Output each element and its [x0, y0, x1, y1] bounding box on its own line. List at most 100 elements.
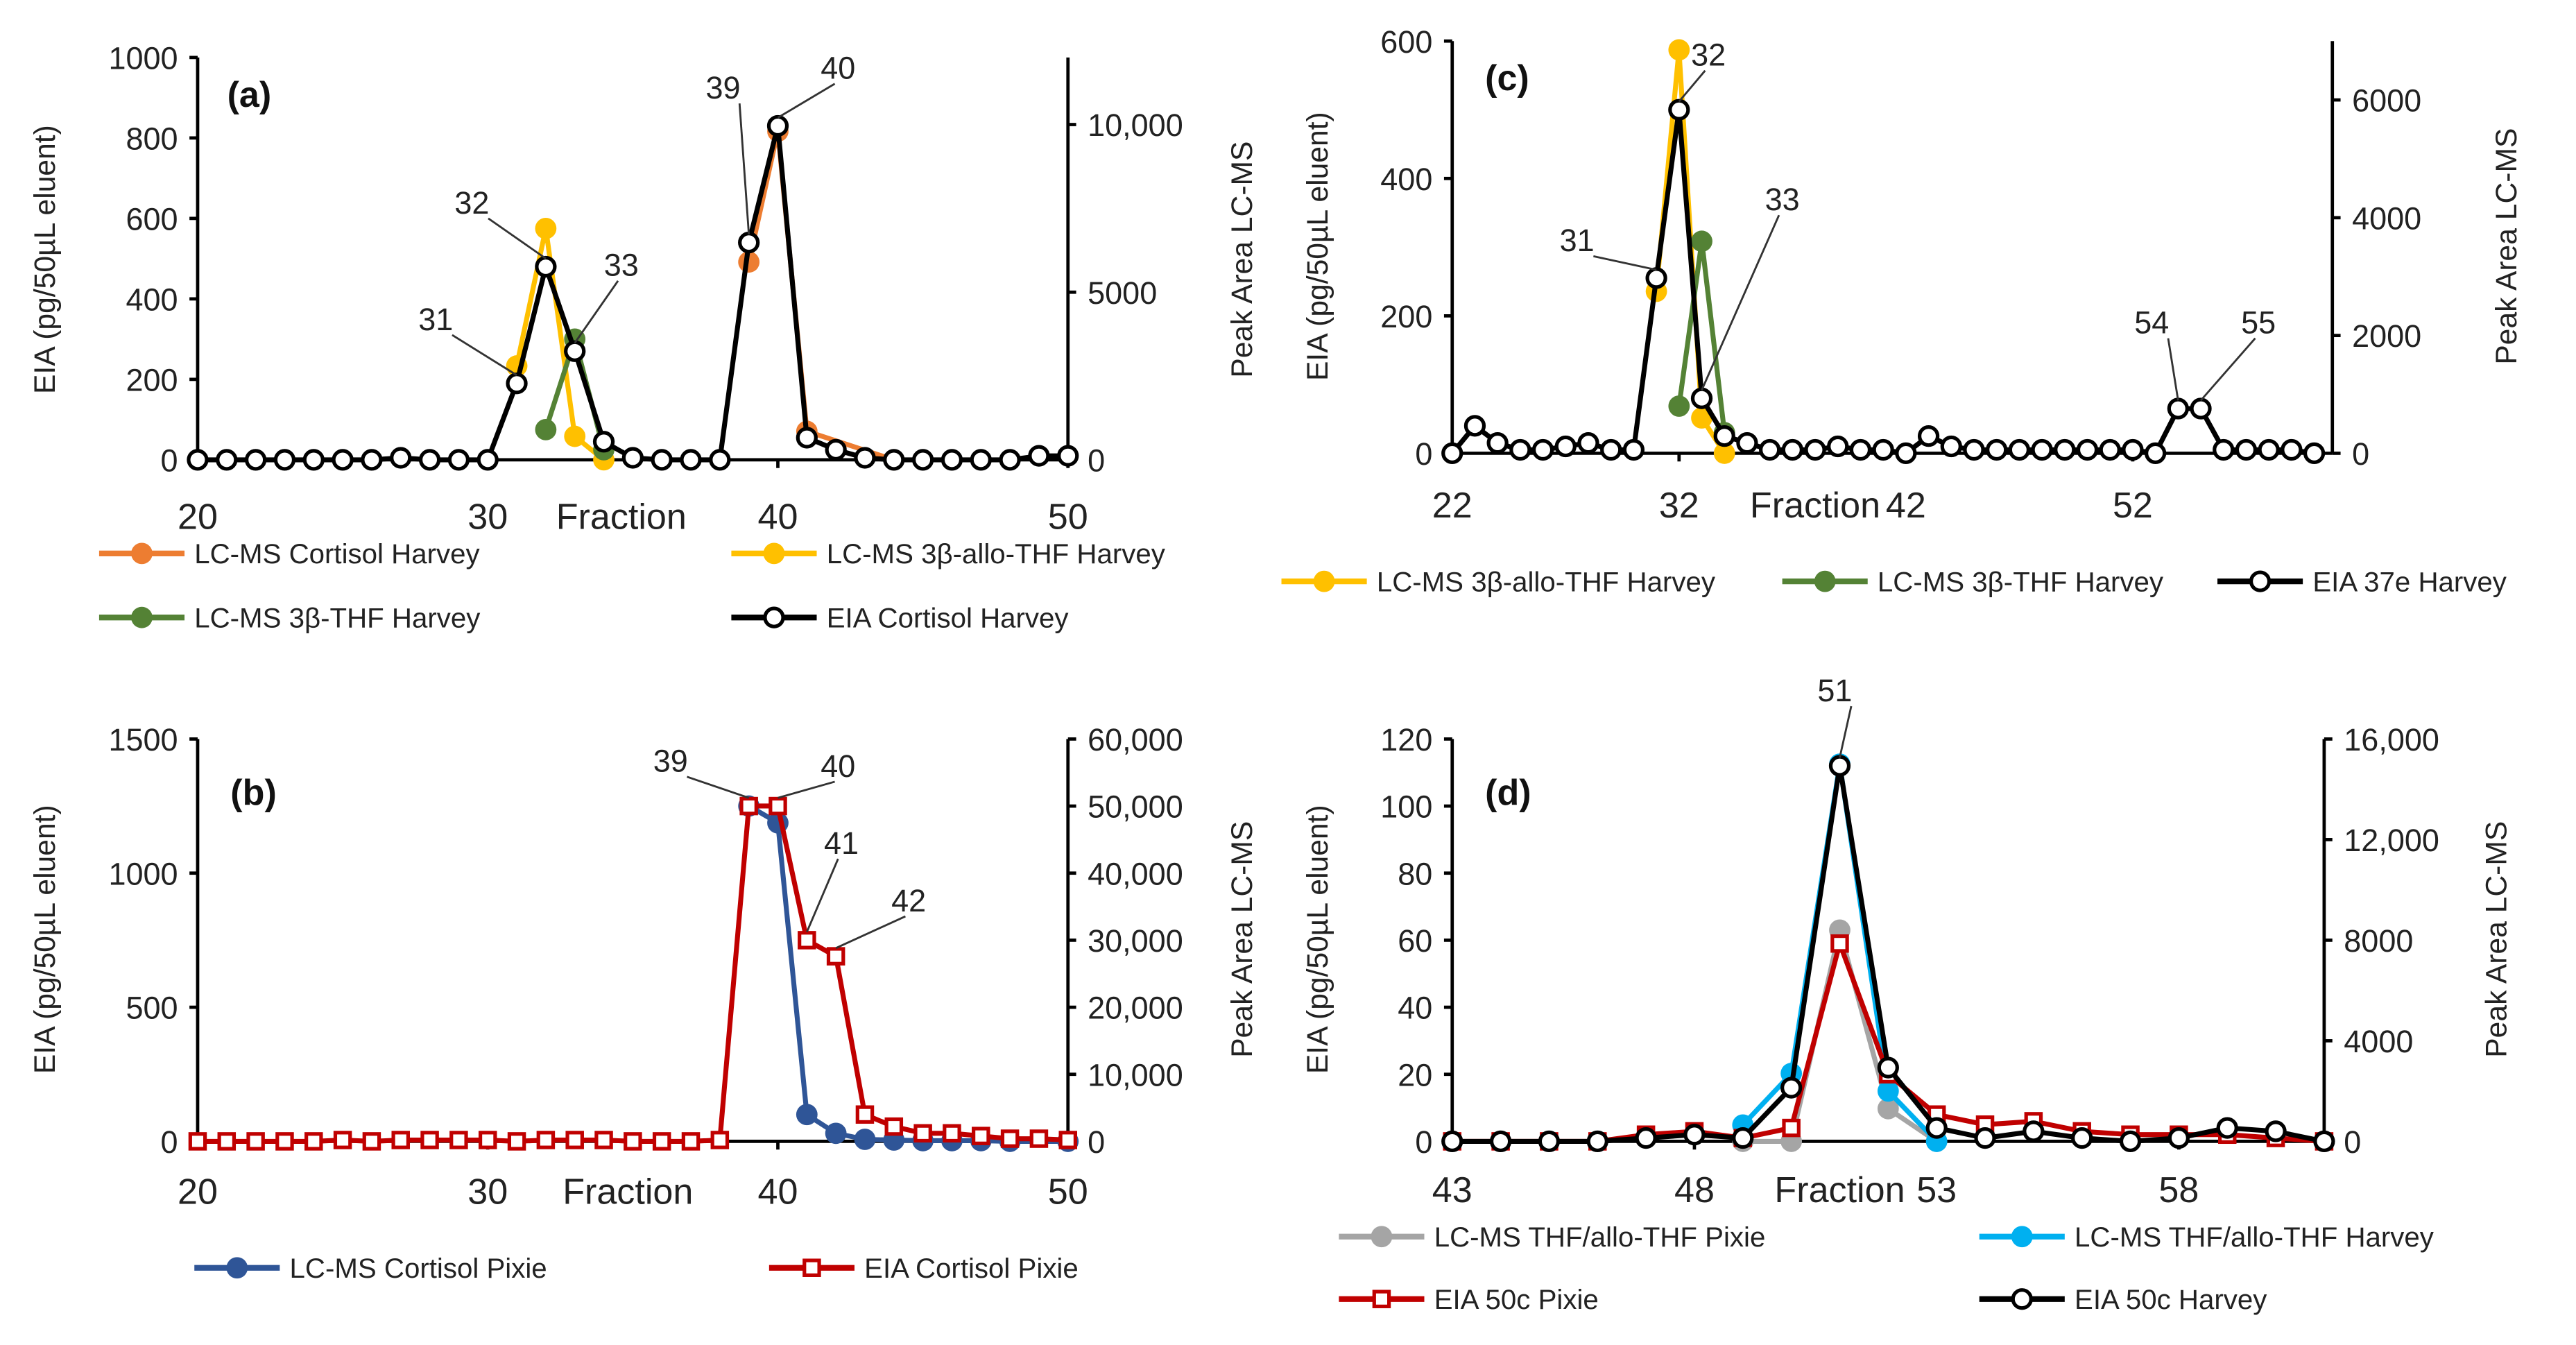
data-point	[2099, 438, 2121, 461]
y2-tick-label: 10,000	[1088, 1057, 1183, 1093]
legend-item: EIA 37e Harvey	[2217, 566, 2507, 597]
legend-label: LC-MS THF/allo-THF Harvey	[2075, 1222, 2435, 1253]
series-line	[746, 128, 895, 463]
data-point	[999, 449, 1021, 471]
data-point	[883, 449, 905, 471]
data-point	[1732, 1126, 1754, 1149]
annotation-leader	[835, 915, 906, 950]
data-point	[680, 449, 702, 471]
data-point	[217, 1132, 237, 1151]
legend-item: LC-MS Cortisol Harvey	[98, 538, 480, 569]
y-tick-label: 200	[1380, 299, 1432, 334]
data-point	[652, 1132, 671, 1151]
annotation-label: 31	[418, 302, 453, 337]
y-tick-label: 1500	[109, 722, 178, 757]
legend-marker	[2249, 570, 2272, 592]
y2-tick-label: 6000	[2352, 83, 2421, 119]
data-point	[854, 447, 876, 469]
data-point	[2008, 438, 2031, 461]
y2-axis-title: Peak Area LC-MS	[1226, 142, 1259, 378]
data-point	[1029, 1129, 1049, 1148]
data-point	[624, 1132, 642, 1151]
legend-label: EIA 37e Harvey	[2312, 566, 2507, 597]
legend-label: EIA Cortisol Harvey	[827, 602, 1070, 633]
y-tick-label: 40	[1398, 991, 1432, 1026]
legend-marker	[763, 606, 785, 628]
data-point	[1877, 1097, 1899, 1120]
data-point	[535, 217, 557, 239]
legend-marker	[131, 542, 153, 565]
data-point	[564, 340, 586, 362]
y-tick-label: 400	[126, 282, 178, 317]
data-point	[1986, 438, 2008, 461]
y2-tick-label: 20,000	[1088, 991, 1183, 1026]
legend-item: EIA 50c Pixie	[1339, 1284, 1599, 1315]
data-point	[1804, 438, 1826, 461]
legend-item: LC-MS THF/allo-THF Pixie	[1339, 1222, 1765, 1253]
legend-label: LC-MS 3β-THF Harvey	[1878, 566, 2164, 597]
data-point	[1690, 387, 1713, 409]
data-point	[2190, 397, 2212, 420]
data-point	[1586, 1130, 1608, 1153]
y-tick-label: 100	[1380, 789, 1432, 825]
data-point	[188, 1132, 207, 1151]
data-point	[1441, 1130, 1463, 1153]
data-point	[913, 1124, 932, 1143]
y-tick-label: 500	[126, 991, 178, 1026]
annotation-label: 40	[821, 748, 855, 784]
data-point	[798, 931, 816, 950]
data-point	[1895, 442, 1917, 465]
legend-label: LC-MS THF/allo-THF Pixie	[1434, 1222, 1766, 1253]
panel-a: 0 200 400 600 800 1000 0 5000 10,000 20 30 40 50 Frac…	[28, 40, 1259, 633]
x-tick-label: 20	[178, 497, 218, 537]
data-point	[2119, 1130, 2142, 1153]
data-point	[1538, 1130, 1561, 1153]
annotation-label: 55	[2241, 305, 2276, 341]
annotation-leader	[1678, 69, 1706, 103]
data-point	[621, 447, 644, 469]
data-point	[1759, 438, 1781, 461]
y-tick-label: 80	[1398, 856, 1432, 891]
legend-marker	[2011, 1288, 2033, 1310]
x-tick-label: 58	[2158, 1170, 2199, 1210]
data-point	[1645, 267, 1667, 289]
data-point	[911, 449, 934, 471]
annotation-label: 32	[454, 185, 489, 221]
data-point	[420, 1131, 439, 1149]
data-point	[972, 1126, 990, 1145]
legend-marker	[2011, 1226, 2033, 1248]
data-point	[2145, 442, 2167, 465]
data-point	[1600, 438, 1622, 461]
series-line	[197, 803, 1068, 1144]
y-axis-title: EIA (pg/50µL eluent)	[28, 125, 62, 394]
data-point	[1668, 39, 1690, 61]
annotation-label: 51	[1817, 673, 1852, 708]
data-point	[1691, 407, 1712, 429]
data-point	[535, 419, 557, 440]
data-point	[304, 1132, 323, 1151]
x-tick-label: 32	[1659, 486, 1699, 526]
annotation-label: 33	[604, 248, 639, 283]
y-tick-label: 800	[126, 121, 178, 156]
data-point	[2122, 438, 2144, 461]
data-point	[2303, 442, 2326, 465]
data-point	[2216, 1117, 2238, 1139]
data-point	[2023, 1120, 2045, 1142]
annotation-leader	[1701, 214, 1780, 391]
legend-marker	[1814, 570, 1836, 592]
y2-tick-label: 2000	[2352, 318, 2421, 354]
data-point	[826, 947, 845, 966]
y-tick-label: 200	[126, 362, 178, 397]
series-line	[197, 123, 1068, 463]
data-point	[1827, 435, 1849, 458]
x-tick-label: 42	[1886, 486, 1926, 526]
legend-marker	[1371, 1226, 1393, 1248]
data-point	[1872, 438, 1894, 461]
legend-item: EIA Cortisol Harvey	[731, 602, 1069, 633]
y2-tick-label: 0	[2352, 436, 2369, 472]
legend-label: LC-MS 3β-allo-THF Harvey	[827, 538, 1166, 569]
data-point	[1713, 425, 1735, 447]
data-point	[333, 1131, 352, 1149]
x-tick-label: 43	[1432, 1170, 1472, 1210]
x-tick-label: 50	[1048, 1172, 1088, 1212]
